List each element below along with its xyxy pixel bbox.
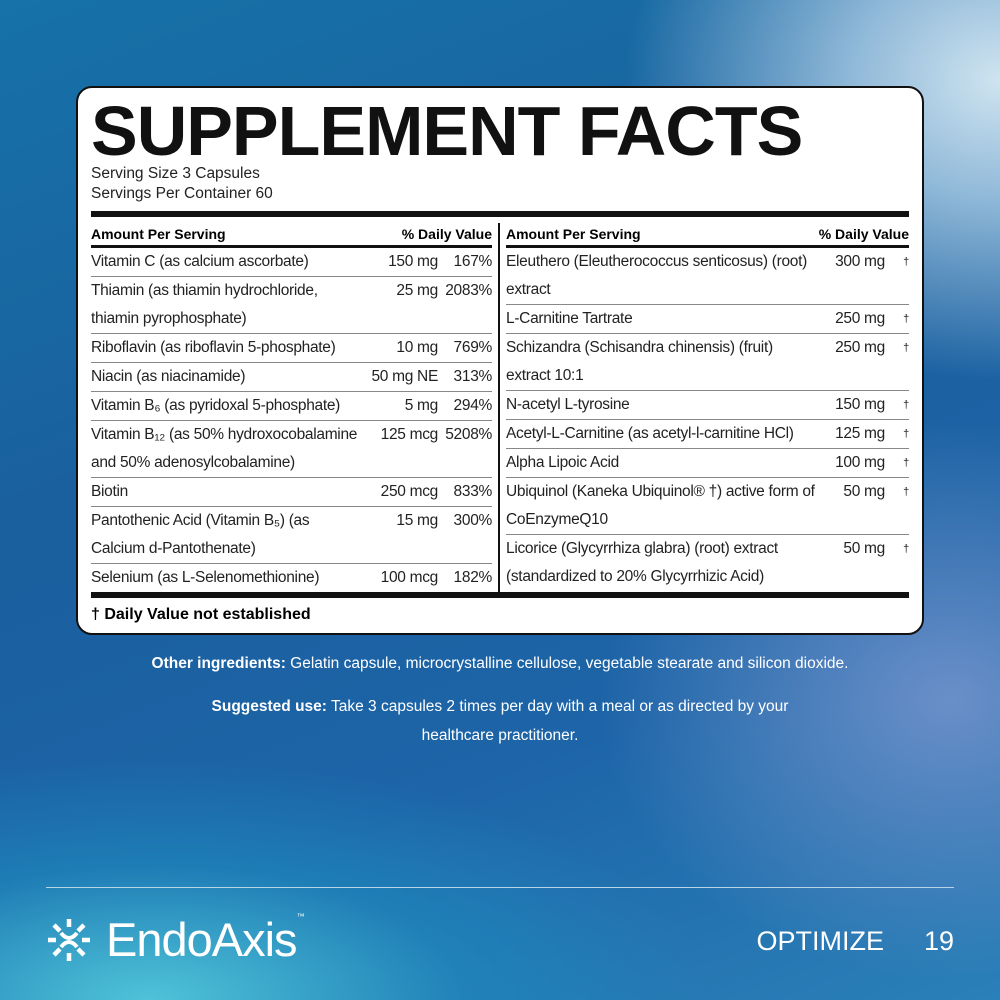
amount: 250 mg	[835, 310, 885, 327]
ingredient-name: Acetyl-L-Carnitine (as acetyl-l-carnitin…	[506, 425, 794, 442]
amount: 150 mg	[835, 396, 885, 413]
brand-name: EndoAxis	[106, 913, 298, 966]
daily-value: 182%	[453, 569, 493, 586]
ingredient-name: L-Carnitine Tartrate	[506, 310, 633, 327]
daily-value: †	[903, 428, 909, 440]
header-dv: % Daily Value	[401, 226, 492, 242]
header-amount: Amount Per Serving	[91, 226, 226, 242]
panel-title: SUPPLEMENT FACTS	[91, 92, 803, 170]
table-row: N-acetyl L-tyrosine 150 mg †	[506, 391, 909, 420]
daily-value: †	[903, 313, 909, 325]
table-row: Schizandra (Schisandra chinensis) (fruit…	[506, 334, 909, 391]
amount: 50 mg NE	[371, 368, 438, 385]
supplement-facts-panel: SUPPLEMENT FACTS Serving Size 3 Capsules…	[76, 86, 924, 635]
amount: 250 mg	[835, 339, 885, 356]
ingredient-name: Niacin (as niacinamide)	[91, 368, 246, 385]
ingredient-name: N-acetyl L-tyrosine	[506, 396, 630, 413]
daily-value: †	[903, 543, 909, 555]
header-amount: Amount Per Serving	[506, 226, 641, 242]
ingredient-name: Vitamin B₆ (as pyridoxal 5-phosphate)	[91, 397, 341, 414]
table-row: Biotin 250 mcg 833%	[91, 478, 492, 507]
ingredient-name: Alpha Lipoic Acid	[506, 454, 619, 471]
ingredient-name: Pantothenic Acid (Vitamin B₅) (as Calciu…	[91, 512, 310, 557]
ingredient-name: Riboflavin (as riboflavin 5-phosphate)	[91, 339, 336, 356]
daily-value: 769%	[453, 339, 493, 356]
table-row: Niacin (as niacinamide) 50 mg NE 313%	[91, 363, 492, 392]
daily-value: 5208%	[445, 426, 492, 443]
trademark: ™	[296, 912, 305, 921]
other-ingredients: Other ingredients: Gelatin capsule, micr…	[100, 649, 900, 678]
amount: 100 mcg	[380, 569, 439, 586]
ingredient-name: Vitamin C (as calcium ascorbate)	[91, 253, 309, 270]
other-label: Other ingredients:	[151, 655, 286, 672]
ingredient-name: Thiamin (as thiamin hydrochloride, thiam…	[91, 282, 318, 327]
table-row: Alpha Lipoic Acid 100 mg †	[506, 449, 909, 478]
daily-value: †	[903, 486, 909, 498]
content-flow: SUPPLEMENT FACTS Serving Size 3 Capsules…	[0, 86, 1000, 750]
divider	[91, 592, 909, 598]
table-header: Amount Per Serving % Daily Value	[91, 223, 492, 248]
daily-value: 2083%	[445, 282, 492, 299]
daily-value: 300%	[453, 512, 493, 529]
page-number: 19	[923, 926, 954, 956]
daily-value: †	[903, 399, 909, 411]
amount: 150 mg	[388, 253, 438, 270]
use-label: Suggested use:	[211, 698, 327, 715]
amount: 15 mg	[396, 512, 438, 529]
ingredient-name: Vitamin B₁₂ (as 50% hydroxocobalamine an…	[91, 426, 358, 471]
ingredient-name: Biotin	[91, 483, 128, 500]
ingredient-name: Schizandra (Schisandra chinensis) (fruit…	[506, 339, 773, 384]
facts-table: Amount Per Serving % Daily Value Vitamin …	[91, 223, 909, 592]
divider	[91, 211, 909, 217]
servings-per-container: Servings Per Container 60	[91, 185, 273, 202]
amount: 50 mg	[843, 483, 885, 500]
right-column: Amount Per Serving % Daily Value Eleuther…	[500, 223, 909, 592]
daily-value: †	[903, 457, 909, 469]
table-row: L-Carnitine Tartrate 250 mg †	[506, 305, 909, 334]
table-row: Ubiquinol (Kaneka Ubiquinol® †) active f…	[506, 478, 909, 535]
use-text: Take 3 capsules 2 times per day with a m…	[326, 698, 789, 744]
table-row: Pantothenic Acid (Vitamin B₅) (as Calciu…	[91, 507, 492, 564]
amount: 50 mg	[843, 540, 885, 557]
ingredient-name: Selenium (as L-Selenomethionine)	[91, 569, 320, 586]
table-header: Amount Per Serving % Daily Value	[506, 223, 909, 248]
amount: 100 mg	[835, 454, 885, 471]
footer-divider	[46, 887, 954, 888]
amount: 125 mcg	[380, 426, 439, 443]
daily-value: 313%	[453, 368, 493, 385]
table-row: Vitamin B₁₂ (as 50% hydroxocobalamine an…	[91, 421, 492, 478]
daily-value: 294%	[453, 397, 493, 414]
table-row: Acetyl-L-Carnitine (as acetyl-l-carnitin…	[506, 420, 909, 449]
table-row: Selenium (as L-Selenomethionine) 100 mcg 1…	[91, 564, 492, 592]
footnote: † Daily Value not established	[91, 606, 311, 623]
other-text: Gelatin capsule, microcrystalline cellul…	[285, 655, 849, 672]
table-row: Vitamin C (as calcium ascorbate) 150 mg 16…	[91, 248, 492, 277]
table-row: Thiamin (as thiamin hydrochloride, thiam…	[91, 277, 492, 334]
amount: 300 mg	[835, 253, 885, 270]
brand-logo: EndoAxis™	[46, 912, 305, 967]
endoaxis-logo-icon	[48, 918, 90, 961]
daily-value: †	[903, 256, 909, 268]
table-row: Vitamin B₆ (as pyridoxal 5-phosphate) 5 m…	[91, 392, 492, 421]
table-row: Riboflavin (as riboflavin 5-phosphate) 10…	[91, 334, 492, 363]
amount: 10 mg	[396, 339, 438, 356]
suggested-use: Suggested use: Take 3 capsules 2 times p…	[190, 692, 810, 750]
table-row: Eleuthero (Eleutherococcus senticosus) (…	[506, 248, 909, 305]
serving-size: Serving Size 3 Capsules	[91, 165, 260, 182]
header-dv: % Daily Value	[818, 226, 909, 242]
amount: 250 mcg	[380, 483, 439, 500]
table-row: Licorice (Glycyrrhiza glabra) (root) ext…	[506, 535, 909, 591]
ingredient-name: Ubiquinol (Kaneka Ubiquinol® †) active f…	[506, 483, 815, 528]
amount: 125 mg	[835, 425, 885, 442]
page-footer: OPTIMIZE 19	[756, 926, 954, 957]
amount: 25 mg	[396, 282, 438, 299]
section-name: OPTIMIZE	[756, 926, 884, 956]
left-column: Amount Per Serving % Daily Value Vitamin …	[91, 223, 500, 592]
daily-value: †	[903, 342, 909, 354]
amount: 5 mg	[404, 397, 439, 414]
daily-value: 833%	[453, 483, 493, 500]
daily-value: 167%	[453, 253, 493, 270]
ingredient-name: Licorice (Glycyrrhiza glabra) (root) ext…	[506, 540, 778, 585]
ingredient-name: Eleuthero (Eleutherococcus senticosus) (…	[506, 253, 807, 298]
